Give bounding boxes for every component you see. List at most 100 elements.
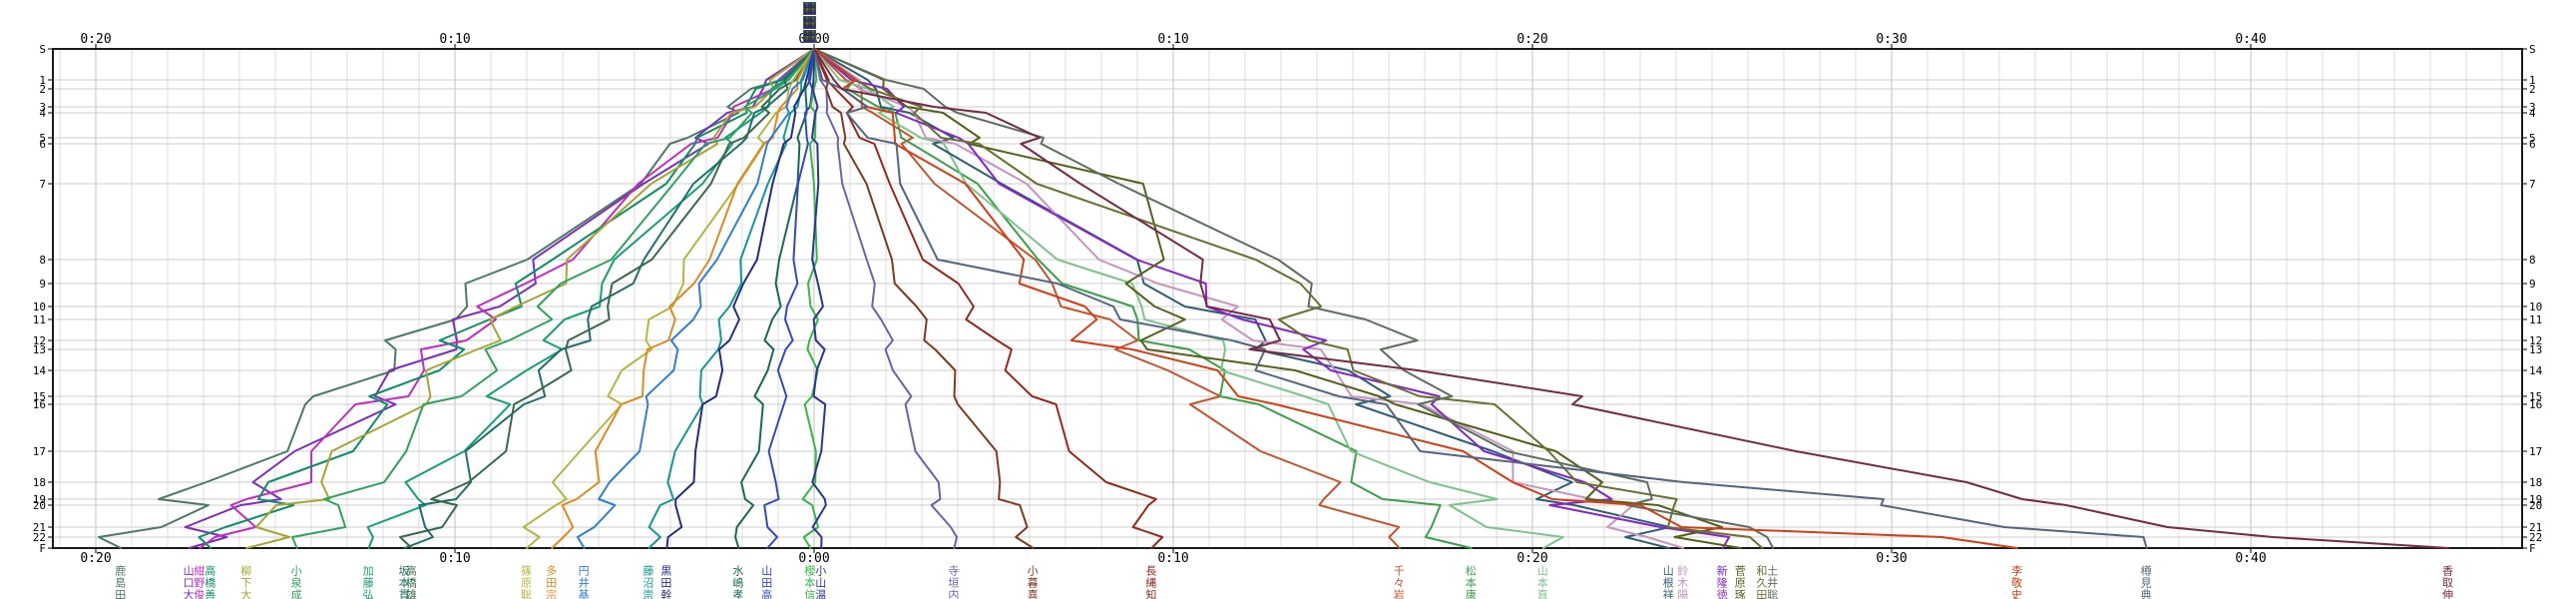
summit-thumbnail-icon-1	[803, 2, 816, 15]
runner-name-label: 黒田幹	[658, 565, 672, 599]
runner-name-label: 千々岩	[1392, 565, 1406, 599]
runner-name-label: 李敬史	[2009, 565, 2023, 599]
station-tick-label-left: S	[39, 43, 46, 56]
station-tick-label-left: 17	[33, 445, 46, 458]
runner-line	[399, 48, 815, 549]
runner-name-label: 菅原琢	[1733, 565, 1747, 599]
station-tick-label-right: 19	[2529, 493, 2542, 506]
runner-line	[810, 48, 827, 549]
station-tick-label-left: 7	[39, 178, 46, 191]
runner-line	[813, 48, 958, 549]
station-tick-label-right: 17	[2529, 445, 2542, 458]
time-tick-label-top: 0:10	[1157, 32, 1188, 47]
station-tick-label-left: 22	[33, 531, 46, 544]
station-tick-label-right: F	[2529, 542, 2536, 555]
station-tick-label-right: 15	[2529, 390, 2542, 403]
station-tick-label-left: 20	[33, 499, 46, 512]
runner-line	[522, 48, 815, 549]
runner-line	[551, 48, 815, 549]
runner-line	[813, 48, 2449, 549]
station-tick-label-right: 20	[2529, 499, 2542, 512]
runner-name-label: 鹿島田	[113, 565, 127, 599]
time-tick-label-bottom: 0:10	[439, 551, 470, 566]
runner-line	[813, 48, 1671, 549]
runner-line	[245, 48, 815, 549]
runner-line	[813, 48, 1775, 549]
runner-name-label: 香取伸	[2440, 565, 2454, 599]
runner-name-label: 山本真	[1535, 565, 1549, 599]
station-tick-label-right: 13	[2529, 343, 2542, 356]
runner-line	[576, 48, 815, 549]
station-tick-label-left: 18	[33, 476, 46, 489]
station-tick-label-right: 3	[2529, 101, 2536, 114]
runner-name-label: 土井聡	[1765, 565, 1779, 599]
time-tick-label-top: 0:40	[2235, 32, 2266, 47]
runner-line	[813, 48, 2148, 549]
runner-name-label: 山根祥	[1661, 565, 1675, 599]
runner-name-label: 樽見典	[2139, 565, 2153, 599]
station-tick-label-right: 1	[2529, 74, 2536, 87]
runner-line	[813, 48, 1401, 549]
runner-name-label: 柳下大	[238, 565, 252, 599]
station-tick-label-right: 14	[2529, 364, 2543, 377]
summit-marker-icons	[803, 2, 817, 44]
runner-name-label: 篠原聡	[519, 565, 533, 599]
station-tick-label-right: 7	[2529, 178, 2536, 191]
runner-line	[647, 48, 815, 549]
time-tick-label-top: 0:10	[439, 32, 470, 47]
station-tick-label-right: S	[2529, 43, 2536, 56]
station-tick-label-right: 12	[2529, 334, 2542, 347]
time-tick-label-bottom: 0:20	[80, 551, 111, 566]
station-tick-label-right: 16	[2529, 398, 2542, 411]
station-tick-label-right: 2	[2529, 83, 2536, 96]
runner-line	[813, 48, 1731, 549]
runner-name-label: 小暮喜	[1026, 565, 1040, 599]
runner-name-label: 山口大	[182, 565, 196, 599]
runner-name-label: 高橋雄	[404, 565, 418, 599]
station-tick-label-right: 8	[2529, 254, 2536, 267]
station-tick-label-right: 22	[2529, 531, 2542, 544]
runner-name-label: 小泉成	[289, 565, 303, 599]
station-tick-label-left: 16	[33, 398, 46, 411]
station-tick-label-right: 4	[2529, 107, 2536, 120]
plot-border	[52, 48, 2523, 549]
runner-name-label: 櫻本信	[802, 565, 816, 599]
summit-thumbnail-icon-2	[803, 16, 816, 29]
runner-name-label: 高橋善	[203, 565, 216, 599]
time-tick-label-top: 0:30	[1876, 32, 1907, 47]
runner-line	[813, 48, 1742, 549]
station-tick-label-right: 9	[2529, 278, 2536, 291]
station-tick-label-right: 10	[2529, 300, 2542, 313]
runner-name-label: 和久田	[1754, 565, 1768, 599]
station-tick-label-left: 14	[33, 364, 47, 377]
runner-name-label: 円井基	[577, 565, 591, 599]
runner-name-label: 多田宗	[544, 565, 558, 599]
station-tick-label-left: F	[39, 542, 46, 555]
runner-line	[291, 48, 815, 549]
runner-name-label: 山田高	[759, 565, 773, 599]
time-tick-label-bottom: 0:00	[798, 551, 829, 566]
station-tick-label-left: 9	[39, 278, 46, 291]
station-tick-label-left: 2	[39, 83, 46, 96]
time-tick-label-bottom: 0:20	[1516, 551, 1547, 566]
station-tick-label-right: 21	[2529, 521, 2542, 534]
runner-name-label: 松本康	[1464, 565, 1478, 599]
runner-name-label: 藤沼崇	[641, 565, 654, 599]
station-tick-label-right: 18	[2529, 476, 2542, 489]
runner-name-label: 水嶋孝	[730, 565, 744, 599]
station-tick-label-left: 8	[39, 254, 46, 267]
runner-line	[813, 48, 1564, 549]
station-tick-label-left: 6	[39, 138, 46, 151]
runner-line	[184, 48, 815, 549]
runner-name-label: 紺野俊	[192, 565, 206, 599]
summit-thumbnail-icon-3	[803, 30, 816, 43]
time-tick-label-bottom: 0:40	[2235, 551, 2266, 566]
station-tick-label-left: 1	[39, 74, 46, 87]
station-tick-label-left: 15	[33, 390, 46, 403]
runner-line	[813, 48, 1764, 549]
station-tick-label-left: 5	[39, 132, 46, 145]
station-tick-label-left: 11	[33, 313, 46, 326]
runner-name-label: 坂本貫	[397, 565, 411, 599]
